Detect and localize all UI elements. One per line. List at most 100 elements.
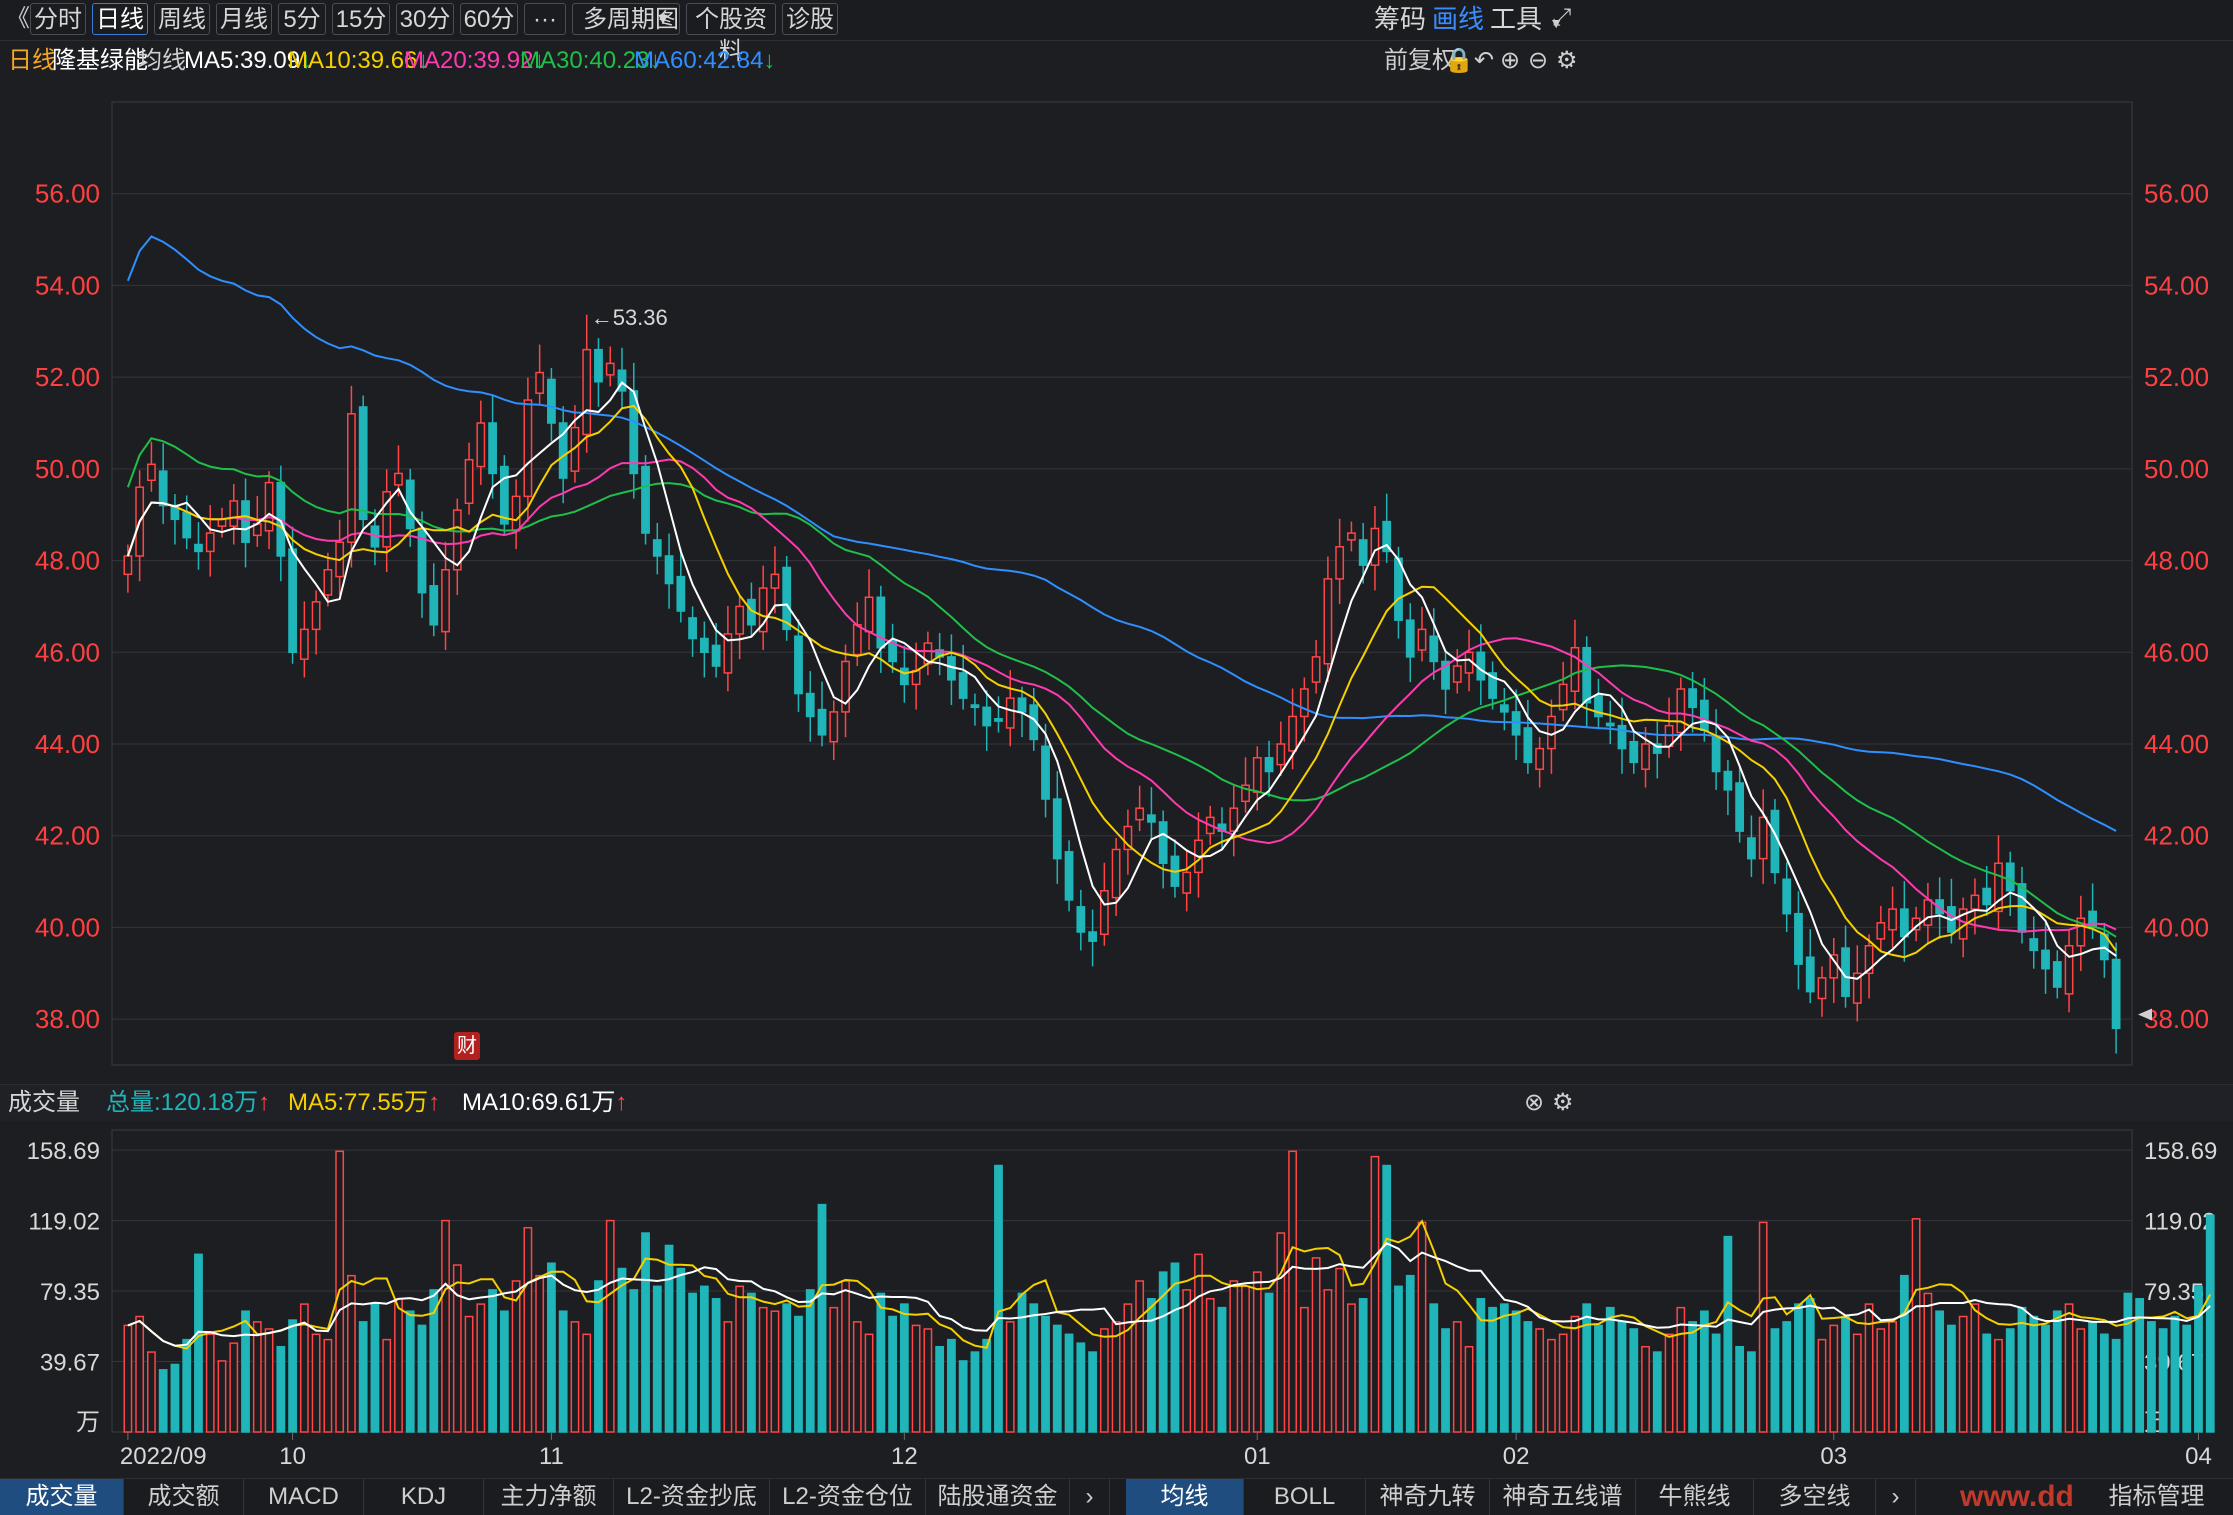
candle-body bbox=[288, 548, 297, 654]
arrow-down-icon: ↓ bbox=[417, 47, 430, 74]
candle-body bbox=[723, 633, 733, 674]
candle-body bbox=[1699, 699, 1709, 731]
volume-bar bbox=[1441, 1328, 1450, 1433]
gear-icon[interactable]: ⚙ bbox=[1552, 1089, 1574, 1116]
tab-ma[interactable]: 均线 bbox=[1126, 1479, 1244, 1515]
lock-icon[interactable]: 🔒 bbox=[1444, 47, 1474, 74]
volume-bar bbox=[1947, 1324, 1956, 1433]
volume-bar bbox=[829, 1306, 839, 1433]
volume-bar bbox=[1182, 1289, 1192, 1433]
tab-diagnosis[interactable]: 诊股 bbox=[782, 3, 838, 35]
tab-30min[interactable]: 30分 bbox=[396, 3, 454, 35]
candle-body bbox=[123, 555, 133, 576]
tab-macd[interactable]: MACD bbox=[244, 1479, 364, 1515]
candle-body bbox=[1711, 736, 1721, 773]
volume-tick-label: 79.35 bbox=[2144, 1279, 2204, 1306]
tab-monthly[interactable]: 月线 bbox=[216, 3, 272, 35]
zoom-out-icon[interactable]: ⊖ bbox=[1528, 47, 1549, 74]
volume-bar bbox=[1841, 1315, 1850, 1433]
volume-bar bbox=[1794, 1303, 1803, 1433]
candle-body bbox=[394, 472, 403, 486]
tab-main-net[interactable]: 主力净额 bbox=[484, 1479, 614, 1515]
tab-five-line[interactable]: 神奇五线谱 bbox=[1490, 1479, 1636, 1515]
tab-long-short[interactable]: 多空线 bbox=[1754, 1479, 1876, 1515]
kline-chart[interactable]: 56.00 56.00 54.00 54.00 52.00 52.00 50.00 50.00… bbox=[0, 80, 2233, 1480]
volume-bar bbox=[1805, 1298, 1815, 1433]
candle-body bbox=[876, 596, 886, 649]
volume-bar bbox=[1347, 1303, 1356, 1433]
tab-l2-bottom[interactable]: L2-资金抄底 bbox=[614, 1479, 770, 1515]
adjust-label[interactable]: 前复权 bbox=[1384, 47, 1456, 74]
draw-line-button[interactable]: 画线 bbox=[1432, 4, 1485, 34]
tab-boll[interactable]: BOLL bbox=[1244, 1479, 1366, 1515]
candle-body bbox=[1970, 894, 1980, 910]
more-button[interactable]: ··· bbox=[524, 3, 566, 35]
candle-body bbox=[994, 718, 1003, 722]
volume-bar bbox=[417, 1324, 427, 1433]
volume-bar bbox=[1429, 1303, 1439, 1433]
tab-stock-profile[interactable]: 个股资料 bbox=[686, 3, 776, 65]
volume-bar bbox=[1170, 1262, 1180, 1433]
undo-icon[interactable]: ↶ bbox=[1474, 47, 1495, 74]
volume-bar bbox=[1629, 1328, 1639, 1433]
volume-bar bbox=[1241, 1285, 1250, 1433]
expand-icon[interactable]: ⤢ bbox=[1552, 4, 1572, 31]
candle-body bbox=[1735, 782, 1745, 832]
tab-hk-connect[interactable]: 陆股通资金 bbox=[926, 1479, 1070, 1515]
volume-bar bbox=[452, 1264, 462, 1433]
date-tick-label: 10 bbox=[279, 1443, 306, 1470]
volume-bar bbox=[723, 1321, 733, 1433]
multi-period-dropdown[interactable]: 多周期图 ▼ bbox=[572, 3, 680, 35]
candle-body bbox=[1652, 743, 1662, 754]
volume-bar bbox=[499, 1310, 509, 1433]
volume-bar bbox=[1958, 1315, 1968, 1433]
date-tick-label: 11 bbox=[539, 1443, 564, 1470]
price-tick-label: 38.00 bbox=[35, 1004, 100, 1034]
tab-5min[interactable]: 5分 bbox=[278, 3, 326, 35]
volume-bar bbox=[1735, 1345, 1745, 1433]
candle-body bbox=[147, 463, 156, 482]
volume-bar bbox=[1641, 1345, 1650, 1433]
volume-bar bbox=[594, 1280, 603, 1433]
tab-l2-position[interactable]: L2-资金仓位 bbox=[770, 1479, 926, 1515]
tab-60min[interactable]: 60分 bbox=[460, 3, 518, 35]
chip-button[interactable]: 筹码 bbox=[1374, 4, 1427, 34]
volume-bar bbox=[1135, 1280, 1145, 1433]
tab-kdj[interactable]: KDJ bbox=[364, 1479, 484, 1515]
candle-body bbox=[1582, 646, 1592, 704]
news-badge[interactable]: 财 bbox=[454, 1032, 480, 1060]
gear-icon[interactable]: ⚙ bbox=[1556, 47, 1578, 74]
volume-bar bbox=[1264, 1292, 1274, 1433]
volume-bar bbox=[1594, 1324, 1603, 1433]
tab-volume[interactable]: 成交量 bbox=[0, 1479, 124, 1515]
date-tick-label: 04 bbox=[2185, 1443, 2212, 1470]
candle-body bbox=[441, 568, 450, 633]
ma-label[interactable]: 均线 bbox=[138, 47, 186, 74]
volume-bar bbox=[1147, 1298, 1156, 1433]
tab-daily[interactable]: 日线 bbox=[92, 3, 148, 35]
tab-nine-turn[interactable]: 神奇九转 bbox=[1366, 1479, 1490, 1515]
tools-dropdown[interactable]: 工具 ▼ bbox=[1490, 3, 1563, 39]
volume-bar bbox=[1394, 1285, 1403, 1433]
tab-15min[interactable]: 15分 bbox=[332, 3, 390, 35]
tab-bull-bear[interactable]: 牛熊线 bbox=[1636, 1479, 1754, 1515]
volume-bar bbox=[1605, 1306, 1615, 1433]
chevron-right-icon[interactable]: › bbox=[1070, 1479, 1110, 1515]
indicator-manage-button[interactable]: 指标管理 bbox=[2108, 1483, 2205, 1510]
volume-title[interactable]: 成交量 bbox=[8, 1089, 80, 1116]
back-icon[interactable]: 《 bbox=[6, 5, 30, 32]
candle-body bbox=[735, 605, 745, 635]
close-icon[interactable]: ⊗ bbox=[1524, 1089, 1545, 1116]
candle-body bbox=[1441, 660, 1450, 690]
candle-body bbox=[1135, 807, 1145, 821]
zoom-in-icon[interactable]: ⊕ bbox=[1500, 47, 1521, 74]
tab-turnover[interactable]: 成交额 bbox=[124, 1479, 244, 1515]
candle-body bbox=[523, 399, 533, 498]
tab-fenshi[interactable]: 分时 bbox=[30, 3, 86, 35]
candle-body bbox=[347, 413, 356, 543]
volume-bar bbox=[570, 1321, 580, 1433]
chevron-right-icon[interactable]: › bbox=[1876, 1479, 1916, 1515]
candle-body bbox=[1370, 527, 1380, 566]
tab-weekly[interactable]: 周线 bbox=[154, 3, 210, 35]
candle-body bbox=[982, 706, 992, 727]
